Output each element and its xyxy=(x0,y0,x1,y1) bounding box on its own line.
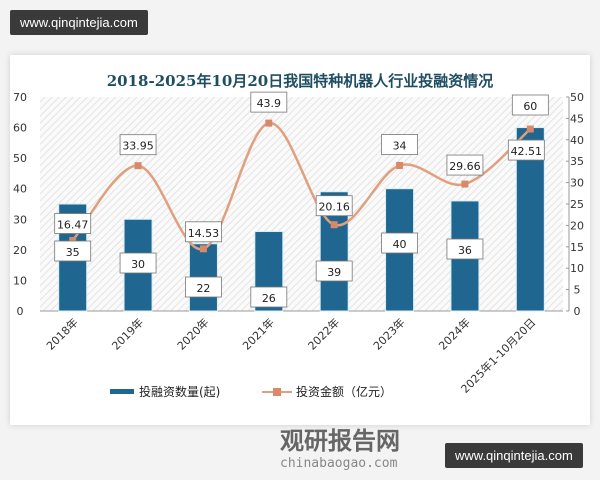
left-tick-label: 50 xyxy=(13,152,27,165)
legend-bar-swatch xyxy=(110,389,134,394)
bar-data-label: 30 xyxy=(131,258,145,271)
left-tick-label: 60 xyxy=(13,122,27,135)
line-marker xyxy=(396,161,404,169)
right-tick-label: 30 xyxy=(570,177,584,190)
line-data-label: 34 xyxy=(393,139,407,152)
line-data-label-box xyxy=(446,154,484,176)
bar-data-label: 39 xyxy=(327,266,341,279)
category-label: 2018年 xyxy=(43,315,80,352)
line-data-label-box xyxy=(119,134,157,156)
right-tick-label: 45 xyxy=(570,112,584,125)
category-label: 2022年 xyxy=(305,315,342,352)
left-tick-label: 10 xyxy=(13,274,27,287)
amount-line xyxy=(71,121,532,251)
chart-title: 2018-2025年10月20日我国特种机器人行业投融资情况 xyxy=(107,72,493,90)
bar-data-label-box xyxy=(446,238,484,260)
left-tick-label: 70 xyxy=(13,91,27,104)
right-tick-label: 40 xyxy=(570,134,584,147)
right-tick-label: 0 xyxy=(574,305,581,318)
bar-data-label: 40 xyxy=(393,238,407,251)
line-data-label-box xyxy=(507,139,545,161)
line-data-label: 20.16 xyxy=(318,201,350,214)
right-tick-label: 5 xyxy=(574,284,581,297)
brand-logo: 观研报告网 xyxy=(280,427,400,455)
line-marker xyxy=(69,237,77,245)
bar-data-label-box xyxy=(119,252,157,274)
category-label: 2021年 xyxy=(239,315,276,352)
line-data-label: 43.9 xyxy=(257,97,282,110)
category-label: 2023年 xyxy=(370,315,407,352)
watermark-bottom: www.qinqintejia.com xyxy=(445,443,583,468)
line-marker xyxy=(330,221,338,229)
left-tick-label: 30 xyxy=(13,213,27,226)
line-data-label: 42.51 xyxy=(511,145,543,158)
line-marker xyxy=(526,125,534,133)
bar-data-label: 35 xyxy=(66,246,80,259)
watermark-top: www.qinqintejia.com xyxy=(10,10,148,35)
bar-data-label-box xyxy=(381,232,418,254)
line-marker xyxy=(199,245,207,253)
right-tick-label: 25 xyxy=(570,198,584,211)
line-marker xyxy=(265,119,273,127)
bar-data-label: 26 xyxy=(262,292,276,305)
right-tick-label: 35 xyxy=(570,155,584,168)
left-tick-label: 0 xyxy=(17,305,24,318)
line-data-label: 29.66 xyxy=(449,160,481,173)
line-marker xyxy=(461,180,469,188)
left-tick-label: 40 xyxy=(13,183,27,196)
line-data-label-box xyxy=(185,221,222,243)
left-tick-label: 20 xyxy=(13,244,27,257)
plot-area xyxy=(40,97,563,311)
legend-bar-label: 投融资数量(起) xyxy=(139,384,220,399)
line-data-label-box xyxy=(250,91,288,113)
legend-line-label: 投资金额（亿元） xyxy=(296,384,392,399)
line-data-label-box xyxy=(54,213,92,234)
legend-line-marker xyxy=(273,388,281,396)
category-label: 2019年 xyxy=(109,315,146,352)
right-tick-label: 10 xyxy=(570,262,584,275)
brand-url: chinabaogao.com xyxy=(280,456,398,471)
bar-data-label: 22 xyxy=(196,282,210,295)
bar-data-label-box xyxy=(511,94,549,116)
line-data-label-box xyxy=(315,195,353,217)
bar-data-label-box xyxy=(54,240,92,262)
line-data-label: 14.53 xyxy=(188,227,220,240)
bar-data-label: 60 xyxy=(523,100,537,113)
right-tick-label: 50 xyxy=(570,91,584,104)
line-marker xyxy=(134,162,142,170)
bar-data-label-box xyxy=(315,260,353,282)
right-tick-label: 15 xyxy=(570,241,584,254)
category-label: 2024年 xyxy=(436,315,473,352)
line-data-label-box xyxy=(381,134,418,155)
right-tick-label: 20 xyxy=(570,219,584,232)
bar-data-label-box xyxy=(250,286,288,308)
bar-data-label-box xyxy=(185,276,222,298)
line-data-label: 33.95 xyxy=(122,140,154,153)
category-label: 2020年 xyxy=(174,315,211,352)
line-data-label: 16.47 xyxy=(57,219,89,232)
bar-data-label: 36 xyxy=(458,244,472,257)
